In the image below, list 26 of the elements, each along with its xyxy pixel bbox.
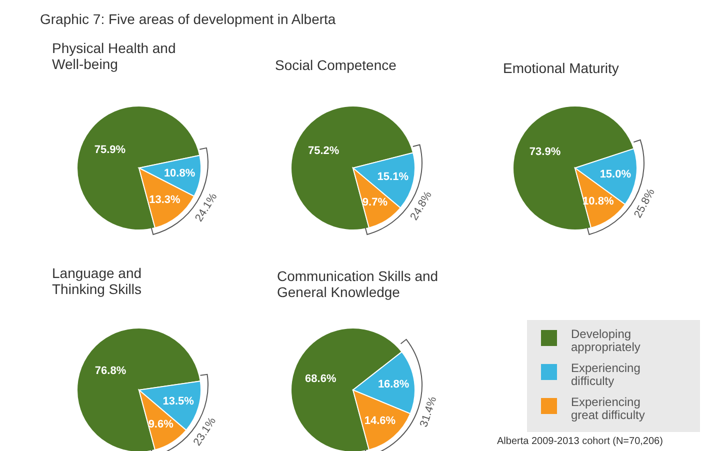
- data-label: 9.7%: [362, 196, 388, 209]
- data-label: 75.9%: [94, 144, 126, 156]
- pie-slice: [512, 106, 634, 230]
- data-label: 75.2%: [308, 144, 340, 157]
- chart-title: Physical Health and Well-being: [52, 40, 177, 72]
- data-label: 9.6%: [148, 418, 174, 431]
- data-label: 73.9%: [529, 146, 561, 158]
- chart-title: Language and Thinking Skills: [52, 265, 143, 297]
- data-label: 14.6%: [364, 414, 396, 427]
- data-label: 16.8%: [378, 378, 410, 390]
- legend-label: Developing appropriately: [571, 327, 642, 354]
- data-label: 15.1%: [377, 171, 409, 184]
- text: Alberta 2009-2013 cohort (N=70,206): [497, 436, 663, 447]
- data-label: 13.5%: [162, 395, 194, 408]
- data-label: 76.8%: [94, 365, 126, 378]
- text: 31.4%: [418, 395, 440, 429]
- data-label: 10.8%: [164, 167, 196, 180]
- legend-label: Experiencing great difficulty: [571, 395, 646, 422]
- data-label: 68.6%: [305, 373, 336, 386]
- data-label: 13.3%: [149, 194, 181, 206]
- chart-title: Emotional Maturity: [503, 60, 620, 76]
- chart-title: Social Competence: [275, 57, 398, 73]
- chart-title: Communication Skills and General Knowledge: [277, 268, 440, 300]
- data-label: 15.0%: [600, 168, 632, 180]
- text: Graphic 7: Five areas of development in Alberta: [40, 11, 336, 27]
- legend-label: Experiencing difficulty: [571, 361, 642, 388]
